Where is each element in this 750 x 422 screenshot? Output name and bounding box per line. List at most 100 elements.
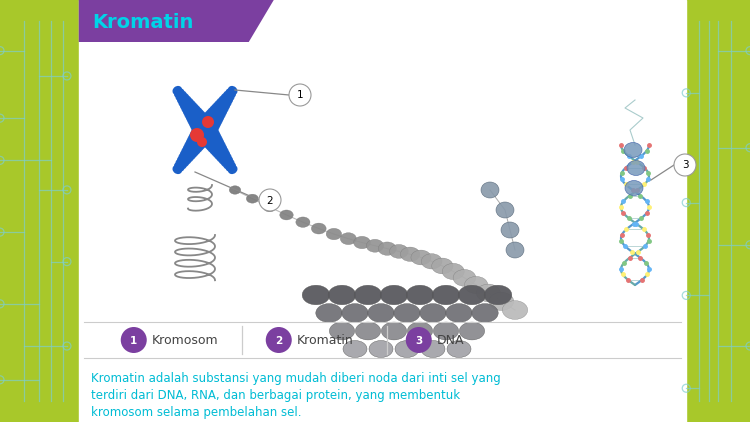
Ellipse shape	[432, 258, 453, 274]
Ellipse shape	[343, 341, 367, 357]
Ellipse shape	[176, 90, 187, 101]
Ellipse shape	[176, 159, 187, 170]
Ellipse shape	[503, 300, 528, 319]
Ellipse shape	[316, 304, 342, 322]
Text: Kromatin: Kromatin	[297, 334, 353, 347]
Ellipse shape	[627, 160, 645, 176]
Ellipse shape	[172, 86, 182, 95]
Ellipse shape	[178, 95, 191, 108]
Ellipse shape	[185, 137, 203, 153]
Ellipse shape	[458, 285, 486, 305]
Ellipse shape	[226, 88, 236, 98]
Ellipse shape	[224, 90, 235, 101]
Circle shape	[121, 327, 147, 353]
Ellipse shape	[180, 97, 194, 111]
Ellipse shape	[433, 322, 458, 340]
Ellipse shape	[484, 285, 512, 305]
Ellipse shape	[184, 140, 201, 156]
Ellipse shape	[226, 162, 236, 172]
Ellipse shape	[218, 95, 232, 108]
Ellipse shape	[380, 285, 408, 305]
Ellipse shape	[183, 102, 199, 117]
Text: 3: 3	[682, 160, 688, 170]
Ellipse shape	[420, 304, 446, 322]
Ellipse shape	[400, 247, 420, 261]
Ellipse shape	[230, 186, 241, 194]
Ellipse shape	[506, 242, 524, 258]
Ellipse shape	[624, 143, 642, 157]
Ellipse shape	[187, 133, 206, 151]
Ellipse shape	[172, 165, 182, 174]
Ellipse shape	[200, 127, 220, 146]
Ellipse shape	[280, 210, 293, 220]
Text: terdiri dari DNA, RNA, dan berbagai protein, yang membentuk: terdiri dari DNA, RNA, dan berbagai prot…	[91, 389, 460, 402]
Ellipse shape	[187, 109, 206, 127]
Ellipse shape	[368, 304, 394, 322]
Text: DNA: DNA	[436, 334, 464, 347]
Ellipse shape	[214, 100, 229, 114]
Ellipse shape	[296, 217, 310, 227]
Circle shape	[406, 327, 432, 353]
Text: 3: 3	[416, 335, 422, 346]
Ellipse shape	[183, 143, 199, 158]
Ellipse shape	[220, 93, 233, 104]
Ellipse shape	[407, 322, 433, 340]
Text: kromosom selama pembelahan sel.: kromosom selama pembelahan sel.	[91, 406, 302, 419]
Ellipse shape	[174, 88, 184, 98]
Ellipse shape	[190, 127, 211, 146]
Ellipse shape	[200, 114, 220, 133]
Ellipse shape	[263, 202, 276, 212]
Ellipse shape	[218, 152, 232, 165]
Ellipse shape	[421, 341, 445, 357]
Ellipse shape	[442, 263, 464, 280]
Ellipse shape	[207, 107, 224, 123]
Text: 1: 1	[297, 90, 303, 100]
Ellipse shape	[191, 124, 213, 144]
Circle shape	[190, 128, 204, 142]
Ellipse shape	[382, 322, 406, 340]
Circle shape	[289, 84, 311, 106]
Ellipse shape	[182, 100, 196, 114]
Polygon shape	[79, 0, 274, 42]
Ellipse shape	[228, 86, 238, 95]
Ellipse shape	[209, 140, 226, 156]
Ellipse shape	[394, 304, 420, 322]
Ellipse shape	[432, 285, 460, 305]
Ellipse shape	[447, 341, 471, 357]
Ellipse shape	[453, 270, 476, 286]
Ellipse shape	[177, 93, 189, 104]
Ellipse shape	[356, 322, 380, 340]
Ellipse shape	[184, 104, 201, 120]
Ellipse shape	[369, 341, 393, 357]
Ellipse shape	[193, 118, 215, 139]
Ellipse shape	[191, 116, 213, 136]
Ellipse shape	[422, 254, 442, 269]
Ellipse shape	[389, 244, 408, 258]
Ellipse shape	[340, 233, 356, 245]
Ellipse shape	[326, 228, 342, 240]
Ellipse shape	[311, 223, 326, 234]
Ellipse shape	[211, 102, 227, 117]
Ellipse shape	[481, 182, 499, 198]
Ellipse shape	[202, 111, 221, 130]
Ellipse shape	[460, 322, 484, 340]
Text: Kromatin adalah substansi yang mudah diberi noda dari inti sel yang: Kromatin adalah substansi yang mudah dib…	[91, 372, 500, 385]
Ellipse shape	[190, 114, 211, 133]
Ellipse shape	[464, 276, 488, 294]
Text: 2: 2	[267, 195, 273, 206]
Ellipse shape	[378, 242, 396, 255]
Ellipse shape	[489, 292, 514, 311]
Ellipse shape	[174, 162, 184, 172]
Ellipse shape	[180, 149, 194, 162]
Ellipse shape	[446, 304, 472, 322]
Ellipse shape	[214, 146, 229, 160]
Ellipse shape	[472, 304, 498, 322]
Ellipse shape	[476, 284, 500, 302]
Ellipse shape	[411, 250, 431, 265]
Ellipse shape	[228, 165, 238, 174]
Ellipse shape	[195, 121, 217, 142]
Ellipse shape	[216, 149, 230, 162]
Ellipse shape	[246, 194, 259, 203]
Ellipse shape	[207, 137, 224, 153]
Ellipse shape	[625, 181, 643, 195]
